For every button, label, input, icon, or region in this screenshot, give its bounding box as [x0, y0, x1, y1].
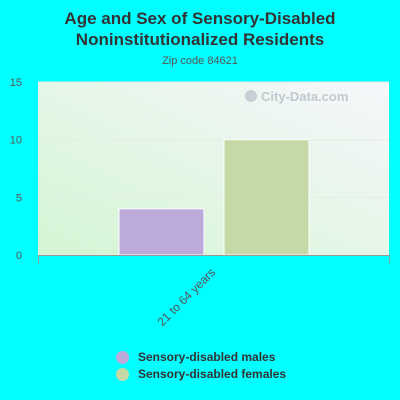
bar-females	[223, 139, 310, 256]
y-tick-label: 10	[10, 135, 22, 147]
watermark-text: City-Data.com	[261, 89, 348, 104]
legend-label-males: Sensory-disabled males	[138, 350, 276, 364]
legend-swatch-females	[116, 367, 129, 381]
legend-swatch-males	[116, 350, 129, 364]
y-tick-label: 15	[10, 77, 22, 89]
legend-label-females: Sensory-disabled females	[138, 367, 287, 381]
plot-area	[38, 82, 389, 255]
watermark-icon	[245, 90, 257, 102]
bar-males	[118, 208, 205, 256]
watermark: City-Data.com	[245, 89, 348, 104]
legend-item-males: Sensory-disabled males	[116, 349, 286, 365]
y-tick-label: 5	[16, 192, 22, 204]
y-tick-label: 0	[16, 250, 22, 262]
legend: Sensory-disabled males Sensory-disabled …	[116, 349, 286, 383]
chart-title: Age and Sex of Sensory-Disabled Noninsti…	[64, 9, 336, 49]
legend-item-females: Sensory-disabled females	[116, 366, 286, 382]
x-tick-label: 21 to 64 years	[154, 265, 218, 329]
chart-subtitle: Zip code 84621	[162, 55, 238, 67]
